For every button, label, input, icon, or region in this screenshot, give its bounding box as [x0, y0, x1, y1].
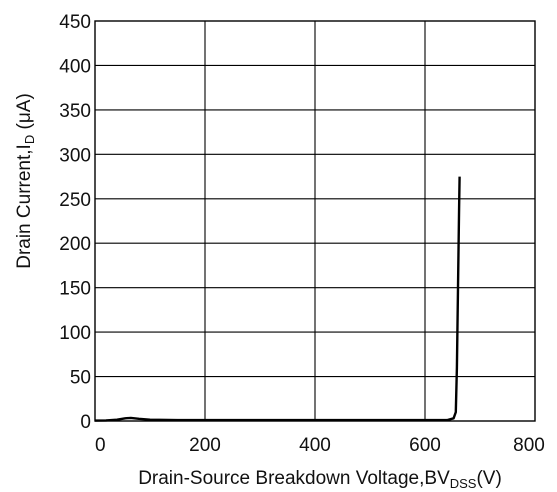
y-tick-label: 50 — [70, 368, 91, 389]
y-tick-labels: 0 50 100 150 200 250 300 350 400 450 — [59, 12, 91, 433]
y-tick-label: 100 — [59, 323, 91, 344]
y-tick-label: 250 — [59, 190, 91, 211]
x-tick-label: 800 — [513, 435, 545, 456]
y-tick-label: 350 — [59, 101, 91, 122]
plot-frame — [94, 20, 536, 422]
y-tick-label: 300 — [59, 145, 91, 166]
y-axis-title-unit: (μA) — [14, 93, 35, 135]
y-axis-title: Drain Current,ID (μA) — [14, 93, 37, 269]
x-tick-label: 200 — [189, 435, 221, 456]
data-series-line — [94, 176, 461, 422]
x-tick-labels: 0 200 400 600 800 — [95, 435, 545, 456]
y-tick-label: 450 — [59, 12, 91, 33]
x-tick-label: 0 — [95, 435, 106, 456]
x-tick-label: 400 — [299, 435, 331, 456]
x-axis-title: Drain-Source Breakdown Voltage,BVDSS(V) — [138, 468, 502, 491]
grid — [95, 21, 535, 421]
y-tick-label: 400 — [59, 56, 91, 77]
x-axis-title-main: Drain-Source Breakdown Voltage,BV — [138, 468, 450, 489]
y-axis-title-main: Drain Current,I — [14, 144, 35, 269]
y-tick-label: 200 — [59, 234, 91, 255]
x-axis-title-unit: (V) — [476, 468, 501, 489]
x-tick-label: 600 — [409, 435, 441, 456]
y-axis-title-subscript: D — [22, 135, 37, 144]
y-tick-label: 150 — [59, 279, 91, 300]
x-axis-title-subscript: DSS — [450, 476, 477, 491]
y-tick-label: 0 — [80, 412, 91, 433]
